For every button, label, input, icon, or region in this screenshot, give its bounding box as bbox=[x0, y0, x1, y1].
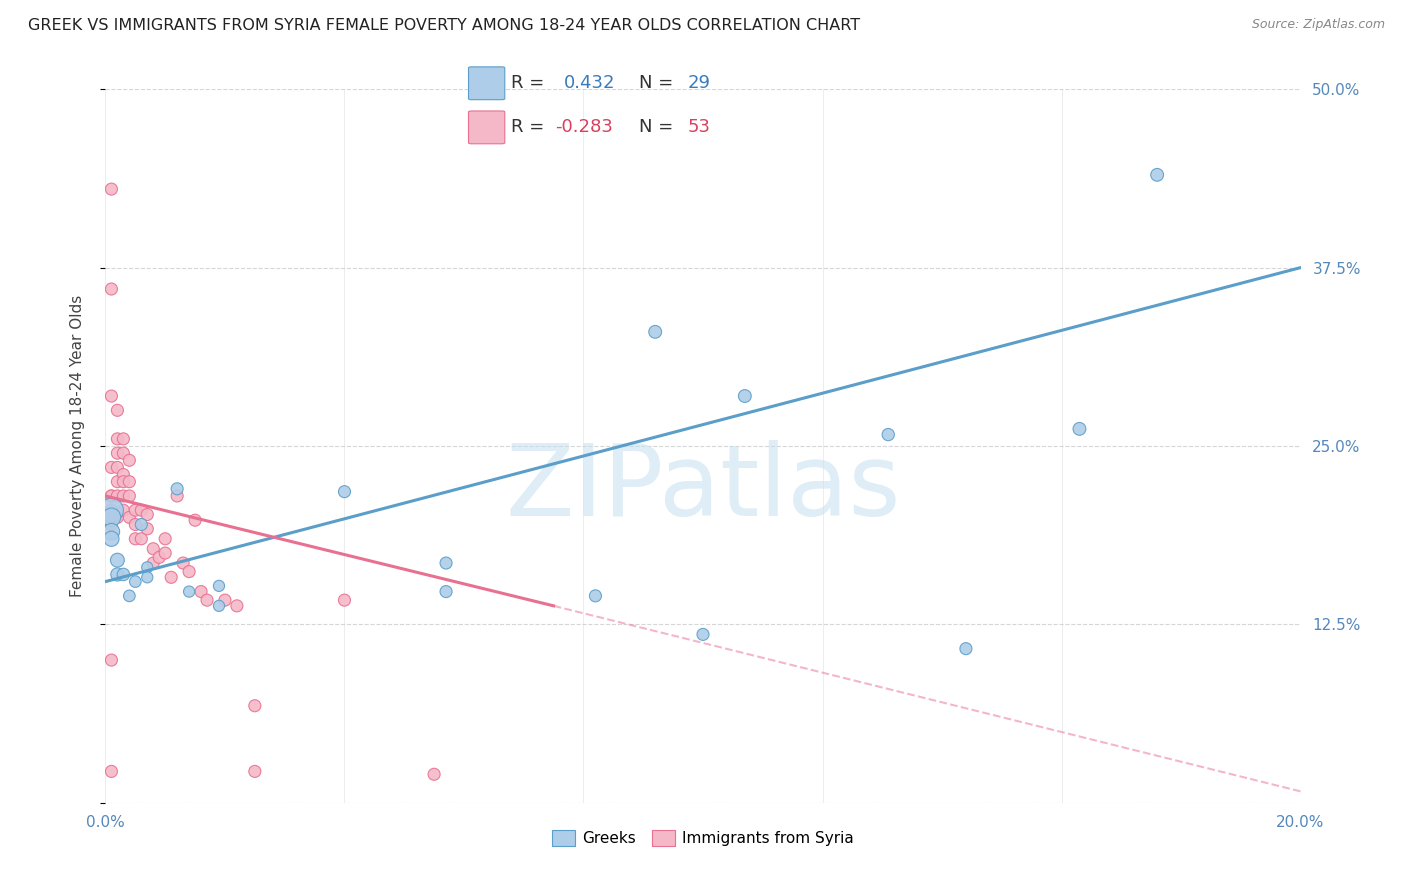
Point bbox=[100, 510, 122, 524]
Point bbox=[107, 553, 129, 567]
Legend: Greeks, Immigrants from Syria: Greeks, Immigrants from Syria bbox=[546, 824, 860, 852]
Point bbox=[100, 489, 122, 503]
Point bbox=[112, 446, 135, 460]
Text: GREEK VS IMMIGRANTS FROM SYRIA FEMALE POVERTY AMONG 18-24 YEAR OLDS CORRELATION : GREEK VS IMMIGRANTS FROM SYRIA FEMALE PO… bbox=[28, 18, 860, 33]
Point bbox=[136, 522, 159, 536]
Point bbox=[118, 489, 141, 503]
Text: R =: R = bbox=[510, 118, 550, 136]
Point bbox=[112, 567, 135, 582]
Point bbox=[734, 389, 756, 403]
Point bbox=[136, 508, 159, 522]
Point bbox=[190, 584, 212, 599]
Text: N =: N = bbox=[640, 118, 679, 136]
Point bbox=[214, 593, 236, 607]
Text: R =: R = bbox=[510, 74, 550, 92]
Point bbox=[166, 482, 188, 496]
Point bbox=[100, 510, 122, 524]
Point bbox=[136, 570, 159, 584]
Y-axis label: Female Poverty Among 18-24 Year Olds: Female Poverty Among 18-24 Year Olds bbox=[70, 295, 84, 597]
Point bbox=[644, 325, 666, 339]
Point bbox=[243, 698, 266, 713]
Point bbox=[100, 503, 122, 517]
Point bbox=[100, 517, 122, 532]
Point bbox=[131, 503, 153, 517]
Text: 0.432: 0.432 bbox=[564, 74, 616, 92]
Text: N =: N = bbox=[640, 74, 679, 92]
Text: 29: 29 bbox=[688, 74, 710, 92]
Point bbox=[107, 432, 129, 446]
Point bbox=[118, 510, 141, 524]
Point bbox=[107, 510, 129, 524]
Point bbox=[107, 403, 129, 417]
Point bbox=[118, 475, 141, 489]
Point bbox=[107, 567, 129, 582]
Point bbox=[585, 589, 607, 603]
Point bbox=[1069, 422, 1091, 436]
Point bbox=[179, 584, 201, 599]
Point bbox=[955, 641, 977, 656]
Point bbox=[131, 517, 153, 532]
Point bbox=[195, 593, 218, 607]
Point bbox=[243, 764, 266, 779]
Point bbox=[112, 432, 135, 446]
Point bbox=[100, 764, 122, 779]
Point bbox=[155, 532, 177, 546]
Point bbox=[225, 599, 249, 613]
Point bbox=[142, 541, 165, 556]
Point bbox=[148, 550, 170, 565]
Point bbox=[100, 389, 122, 403]
Point bbox=[184, 513, 207, 527]
Point bbox=[124, 532, 146, 546]
Point bbox=[124, 517, 146, 532]
FancyBboxPatch shape bbox=[468, 111, 505, 144]
Point bbox=[434, 584, 457, 599]
Point bbox=[100, 182, 122, 196]
Point bbox=[112, 467, 135, 482]
FancyBboxPatch shape bbox=[468, 67, 505, 100]
Text: 53: 53 bbox=[688, 118, 710, 136]
Point bbox=[692, 627, 714, 641]
Point bbox=[107, 489, 129, 503]
Point bbox=[100, 524, 122, 539]
Point bbox=[131, 532, 153, 546]
Point bbox=[160, 570, 183, 584]
Point bbox=[155, 546, 177, 560]
Point bbox=[107, 460, 129, 475]
Point bbox=[208, 599, 231, 613]
Point bbox=[179, 565, 201, 579]
Point bbox=[118, 453, 141, 467]
Point bbox=[136, 560, 159, 574]
Point bbox=[172, 556, 194, 570]
Point bbox=[107, 475, 129, 489]
Point bbox=[100, 532, 122, 546]
Point bbox=[112, 489, 135, 503]
Text: Source: ZipAtlas.com: Source: ZipAtlas.com bbox=[1251, 18, 1385, 31]
Point bbox=[118, 589, 141, 603]
Point bbox=[333, 484, 356, 499]
Point bbox=[124, 574, 146, 589]
Point bbox=[100, 503, 122, 517]
Point bbox=[100, 282, 122, 296]
Text: -0.283: -0.283 bbox=[554, 118, 613, 136]
Point bbox=[142, 556, 165, 570]
Point bbox=[434, 556, 457, 570]
Point bbox=[100, 489, 122, 503]
Point bbox=[166, 489, 188, 503]
Point bbox=[1146, 168, 1168, 182]
Point bbox=[100, 460, 122, 475]
Point bbox=[124, 503, 146, 517]
Point bbox=[877, 427, 900, 442]
Point bbox=[208, 579, 231, 593]
Point bbox=[333, 593, 356, 607]
Point bbox=[107, 446, 129, 460]
Point bbox=[100, 653, 122, 667]
Point bbox=[423, 767, 446, 781]
Point bbox=[112, 475, 135, 489]
Text: ZIPatlas: ZIPatlas bbox=[505, 441, 901, 537]
Point bbox=[112, 503, 135, 517]
